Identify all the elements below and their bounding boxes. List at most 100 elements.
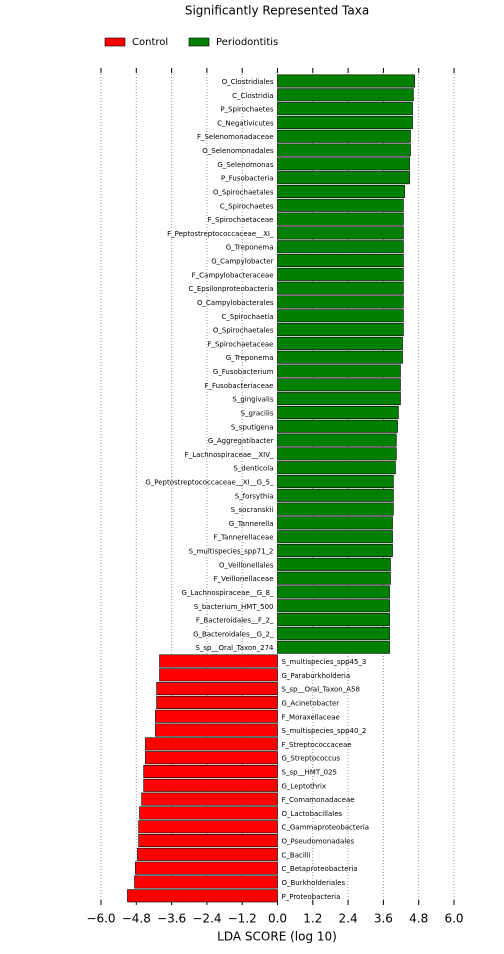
bar: [277, 392, 401, 406]
bar: [277, 254, 404, 268]
category-label: G_Paraburkholderia: [282, 672, 351, 680]
category-label: G_Aggregatibacter: [208, 437, 274, 445]
category-label: C_Bacilli: [282, 851, 311, 859]
category-label: G_Treponema: [226, 354, 274, 362]
category-label: G_Fusobacterium: [213, 368, 274, 376]
legend-label: Control: [132, 37, 168, 48]
category-label: S_sp__Oral_Taxon_A58: [282, 686, 360, 694]
bar: [277, 640, 390, 654]
bar: [143, 778, 278, 792]
category-label: G_Leptothrix: [282, 782, 327, 790]
category-label: F_Selenomonadaceae: [197, 133, 274, 141]
category-label: F_Fusobacteriaceae: [204, 382, 273, 390]
bar: [277, 171, 410, 185]
x-axis-label: LDA SCORE (log 10): [217, 930, 337, 944]
bar: [156, 682, 278, 696]
bar: [277, 336, 403, 350]
category-label: F_Lachnospiraceae__XIV_: [185, 451, 274, 459]
category-label: F_Campylobacteraceae: [192, 271, 274, 279]
bar: [277, 295, 404, 309]
category-label: S_bacterium_HMT_500: [194, 603, 274, 611]
bar: [141, 792, 278, 806]
bar: [277, 74, 415, 88]
category-label: O_Campylobacterales: [197, 299, 274, 307]
category-label: C_Spirochaetes: [220, 202, 274, 210]
category-label: F_Spirochaetaceae: [207, 216, 273, 224]
bar: [277, 516, 393, 530]
category-label: S_sputigena: [231, 423, 274, 431]
x-tick-label: −3.6: [157, 912, 186, 926]
category-label: P_Proteobacteria: [282, 893, 341, 901]
category-label: C_Gammaproteobacteria: [282, 824, 370, 832]
bar: [277, 157, 410, 171]
category-label: S_gracilis: [241, 409, 274, 417]
bar: [277, 102, 413, 116]
category-label: F_Tannerellaceae: [213, 534, 273, 542]
category-label: O_Veillonellales: [219, 561, 274, 569]
bar: [277, 281, 404, 295]
bar: [145, 737, 278, 751]
category-label: O_Spirochaetales: [213, 327, 274, 335]
category-label: P_Spirochaetes: [220, 106, 273, 114]
bar: [277, 571, 391, 585]
category-label: G_Treponema: [226, 244, 274, 252]
bar: [134, 875, 278, 889]
category-label: C_Clostridia: [232, 92, 273, 100]
bar: [277, 378, 401, 392]
x-tick-label: −1.2: [228, 912, 257, 926]
category-label: G_Campylobacter: [211, 258, 273, 266]
bar: [277, 626, 390, 640]
bar: [159, 668, 278, 682]
category-label: G_Peptostreptococcaceae__XI__G_5_: [145, 478, 274, 486]
x-tick-label: −2.4: [192, 912, 221, 926]
category-label: G_Tannerella: [229, 520, 274, 528]
category-label: F_Bacteroidales__F_2_: [196, 617, 274, 625]
legend-swatch: [188, 37, 210, 47]
bar: [127, 889, 278, 903]
bar: [277, 88, 414, 102]
bar: [139, 806, 278, 820]
category-label: S_socranskii: [231, 506, 274, 514]
category-label: S_denticola: [233, 465, 273, 473]
bar: [277, 613, 390, 627]
category-label: O_Burkholderiales: [282, 879, 346, 887]
category-label: G_Bacteroidales__G_2_: [193, 630, 274, 638]
x-tick-label: 0.0: [268, 912, 287, 926]
category-label: F_Streptococcaceae: [282, 741, 352, 749]
category-label: P_Fusobacteria: [221, 175, 273, 183]
category-label: G_Streptococcus: [282, 755, 341, 763]
chart-title: Significantly Represented Taxa: [185, 4, 369, 18]
category-label: S_multispecies_spp40_2: [282, 727, 367, 735]
x-tick-label: 1.2: [303, 912, 322, 926]
bar: [277, 323, 404, 337]
bar: [145, 751, 278, 765]
category-label: F_Moraxellaceae: [282, 713, 340, 721]
bar: [277, 364, 401, 378]
category-label: G_Acinetobacter: [282, 699, 340, 707]
category-label: C_Betaproteobacteria: [282, 865, 358, 873]
bar: [277, 474, 394, 488]
bar: [277, 350, 403, 364]
bar: [277, 599, 390, 613]
category-label: F_Peptostreptococcaceae__XI_: [167, 230, 274, 238]
category-label: C_Negativicutes: [217, 119, 274, 127]
bar: [277, 267, 404, 281]
category-label: O_Pseudomonadales: [282, 838, 355, 846]
bar: [277, 585, 390, 599]
bar: [277, 530, 393, 544]
bar: [277, 488, 394, 502]
bar: [277, 544, 393, 558]
bar: [277, 212, 404, 226]
category-label: S_sp__HMT_025: [282, 769, 337, 777]
category-label: O_Lactobacillales: [282, 810, 343, 818]
category-label: S_gingivalis: [232, 396, 273, 404]
category-label: O_Selenomonadales: [202, 147, 274, 155]
category-label: O_Spirochaetales: [213, 188, 274, 196]
x-tick-label: −6.0: [86, 912, 115, 926]
bar: [277, 461, 396, 475]
category-label: F_Comamonadaceae: [282, 796, 355, 804]
bar: [277, 184, 405, 198]
category-label: O_Clostridiales: [222, 78, 274, 86]
bar: [277, 143, 411, 157]
bar: [155, 709, 278, 723]
